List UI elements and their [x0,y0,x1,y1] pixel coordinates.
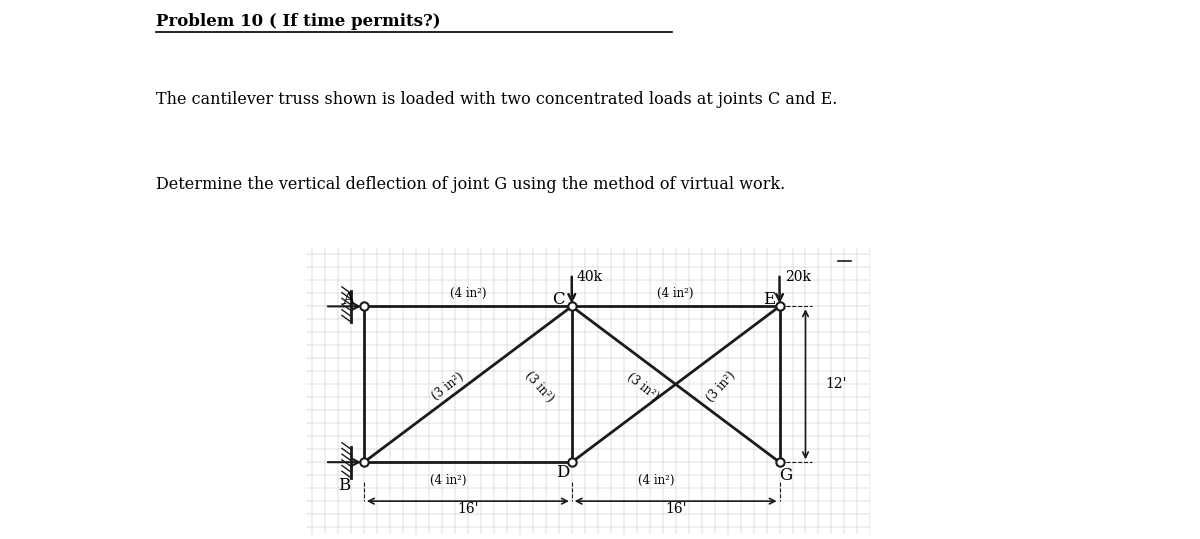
Text: A: A [342,292,354,308]
Text: 40k: 40k [577,270,604,284]
Text: Determine the vertical deflection of joint G using the method of virtual work.: Determine the vertical deflection of joi… [156,176,785,193]
Text: D: D [556,464,569,481]
Text: 12': 12' [824,377,846,391]
Text: (3 in²): (3 in²) [430,370,467,403]
Text: B: B [338,477,350,494]
Text: 20k: 20k [785,270,811,284]
Text: 16': 16' [457,502,479,516]
Text: (3 in²): (3 in²) [522,369,557,405]
Text: (4 in²): (4 in²) [430,474,467,487]
Text: The cantilever truss shown is loaded with two concentrated loads at joints C and: The cantilever truss shown is loaded wit… [156,91,838,108]
Text: G: G [780,467,792,483]
Text: Problem 10 ( If time permits?): Problem 10 ( If time permits?) [156,13,440,30]
Text: (3 in²): (3 in²) [704,369,738,405]
Text: E: E [763,292,775,308]
Text: C: C [552,292,565,308]
Text: (3 in²): (3 in²) [625,370,661,403]
Text: (4 in²): (4 in²) [638,474,674,487]
Text: 16': 16' [665,502,686,516]
Text: (4 in²): (4 in²) [450,287,486,300]
Text: (4 in²): (4 in²) [658,287,694,300]
